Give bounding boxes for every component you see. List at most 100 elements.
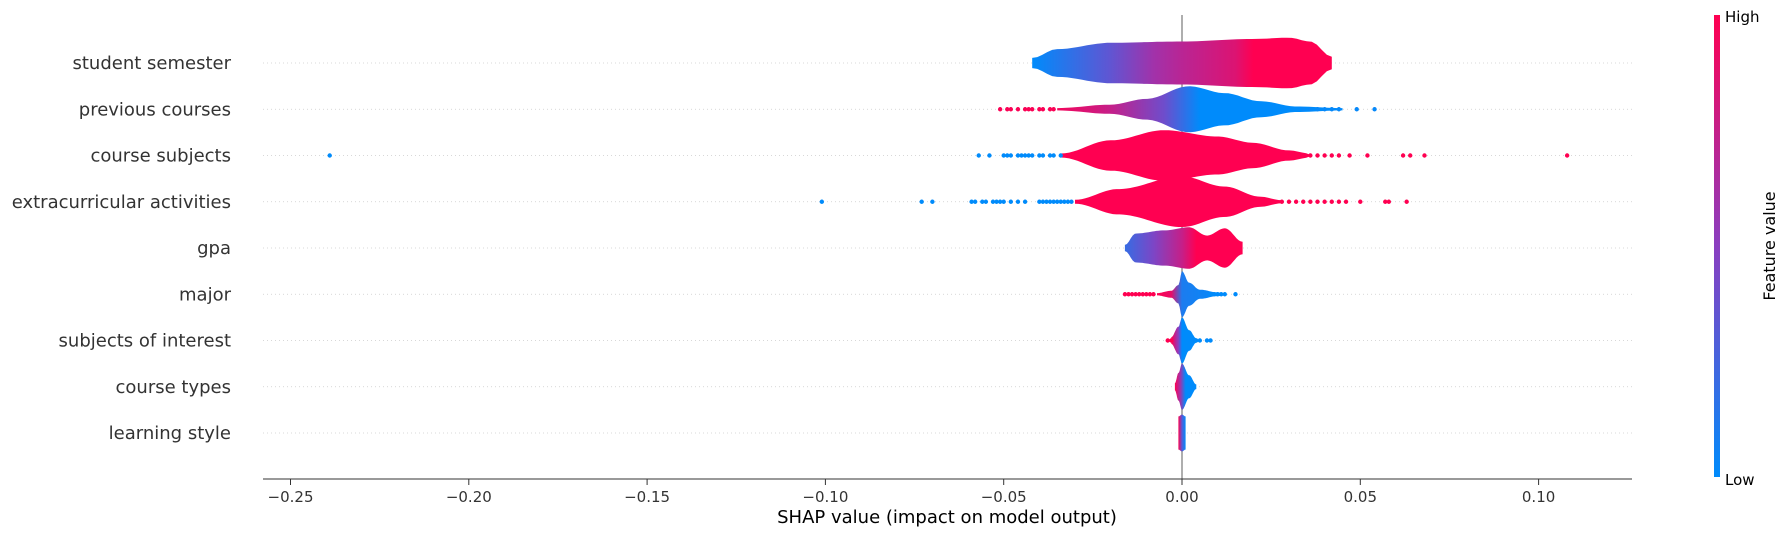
- shap-point: [1037, 107, 1042, 112]
- shap-point: [1336, 199, 1342, 204]
- shap-point: [1140, 292, 1145, 297]
- shap-point: [1019, 153, 1024, 158]
- colorbar-high-label: High: [1725, 8, 1759, 26]
- shap-point: [1208, 338, 1213, 343]
- shap-point: [1030, 153, 1035, 158]
- shap-point: [1047, 153, 1053, 158]
- shap-point: [1008, 199, 1014, 204]
- shap-point: [819, 199, 825, 204]
- shap-point: [1126, 292, 1131, 297]
- shap-point: [1301, 199, 1306, 204]
- shap-point: [1037, 199, 1042, 204]
- shap-point: [1400, 153, 1406, 158]
- shap-point: [1058, 199, 1063, 204]
- shap-point: [1347, 153, 1352, 158]
- shap-point: [1022, 199, 1028, 204]
- shap-point: [1026, 153, 1031, 158]
- shap-point: [1137, 292, 1142, 297]
- shap-point: [1062, 199, 1067, 204]
- shap-point: [1197, 338, 1203, 343]
- grid-layer: [263, 62, 1632, 434]
- shap-point: [1404, 199, 1409, 204]
- shap-point: [1315, 153, 1320, 158]
- feature-label: extracurricular activities: [12, 192, 231, 213]
- colorbar-title: Feature value: [1760, 191, 1779, 300]
- shap-point: [1354, 107, 1359, 112]
- violin-course-subjects: [1060, 130, 1311, 181]
- feature-label: previous courses: [79, 99, 231, 120]
- feature-label: student semester: [72, 53, 231, 74]
- shap-point: [1165, 338, 1170, 343]
- shap-point: [1054, 199, 1060, 204]
- shap-point: [1365, 153, 1370, 158]
- shap-point: [1329, 107, 1334, 112]
- shap-point: [1169, 338, 1174, 343]
- x-tick-label: −0.25: [268, 488, 314, 506]
- x-tick-label: −0.10: [802, 488, 848, 506]
- violin-layer: [1032, 37, 1343, 452]
- shap-point: [1308, 153, 1313, 158]
- shap-point: [1122, 292, 1128, 297]
- shap-point: [1008, 107, 1014, 112]
- shap-point: [1051, 199, 1056, 204]
- x-tick-label: 0.00: [1165, 488, 1198, 506]
- shap-point: [1040, 153, 1046, 158]
- x-tick-label: −0.15: [624, 488, 670, 506]
- shap-point: [1336, 153, 1342, 158]
- feature-label: subjects of interest: [59, 331, 231, 352]
- x-axis: −0.25 −0.20 −0.15 −0.10 −0.05 0.00 0.05 0.10: [263, 478, 1632, 506]
- shap-point: [1422, 153, 1427, 158]
- shap-point: [1005, 153, 1010, 158]
- shap-point: [1133, 292, 1138, 297]
- x-tick-label: −0.05: [981, 488, 1027, 506]
- violin-major: [1157, 271, 1225, 318]
- shap-point: [1219, 292, 1224, 297]
- shap-point: [1204, 338, 1210, 343]
- shap-point: [1008, 153, 1014, 158]
- shap-point: [1030, 107, 1035, 112]
- feature-label: course subjects: [90, 146, 231, 167]
- shap-point: [1001, 153, 1006, 158]
- shap-point: [1147, 292, 1153, 297]
- shap-point: [1286, 199, 1292, 204]
- x-axis-label: SHAP value (impact on model output): [777, 507, 1117, 528]
- shap-point: [997, 199, 1003, 204]
- shap-point: [1065, 199, 1071, 204]
- feature-label: learning style: [109, 423, 231, 444]
- shap-point: [1040, 107, 1046, 112]
- shap-point: [327, 153, 332, 158]
- shap-point: [1047, 199, 1053, 204]
- shap-point: [1215, 292, 1220, 297]
- violin-course-types: [1174, 363, 1197, 410]
- shap-point: [1343, 199, 1349, 204]
- shap-point: [1308, 107, 1313, 112]
- violin-previous-courses: [1057, 86, 1343, 133]
- shap-point: [1329, 153, 1334, 158]
- shap-point: [980, 199, 985, 204]
- violin-subjects-of-interest: [1171, 317, 1197, 364]
- shap-point: [1293, 199, 1299, 204]
- feature-label: gpa: [197, 238, 231, 259]
- x-tick-label: 0.05: [1344, 488, 1377, 506]
- x-tick-label: −0.20: [446, 488, 492, 506]
- violin-student-semester: [1032, 37, 1332, 89]
- feature-label: major: [179, 284, 232, 305]
- shap-point: [1564, 153, 1570, 158]
- shap-point: [1408, 153, 1413, 158]
- shap-point: [919, 199, 924, 204]
- shap-point: [1308, 199, 1313, 204]
- violin-gpa: [1124, 227, 1243, 269]
- shap-point: [1336, 107, 1342, 112]
- shap-point: [1022, 107, 1028, 112]
- shap-point: [997, 107, 1003, 112]
- shap-point: [983, 199, 989, 204]
- shap-point: [1040, 199, 1046, 204]
- shap-point: [1005, 107, 1010, 112]
- shap-point: [1051, 153, 1056, 158]
- shap-point: [1372, 107, 1377, 112]
- shap-point: [1047, 107, 1053, 112]
- shap-point: [1358, 199, 1363, 204]
- shap-point: [990, 199, 996, 204]
- shap-point: [1233, 292, 1238, 297]
- shap-point: [1211, 292, 1217, 297]
